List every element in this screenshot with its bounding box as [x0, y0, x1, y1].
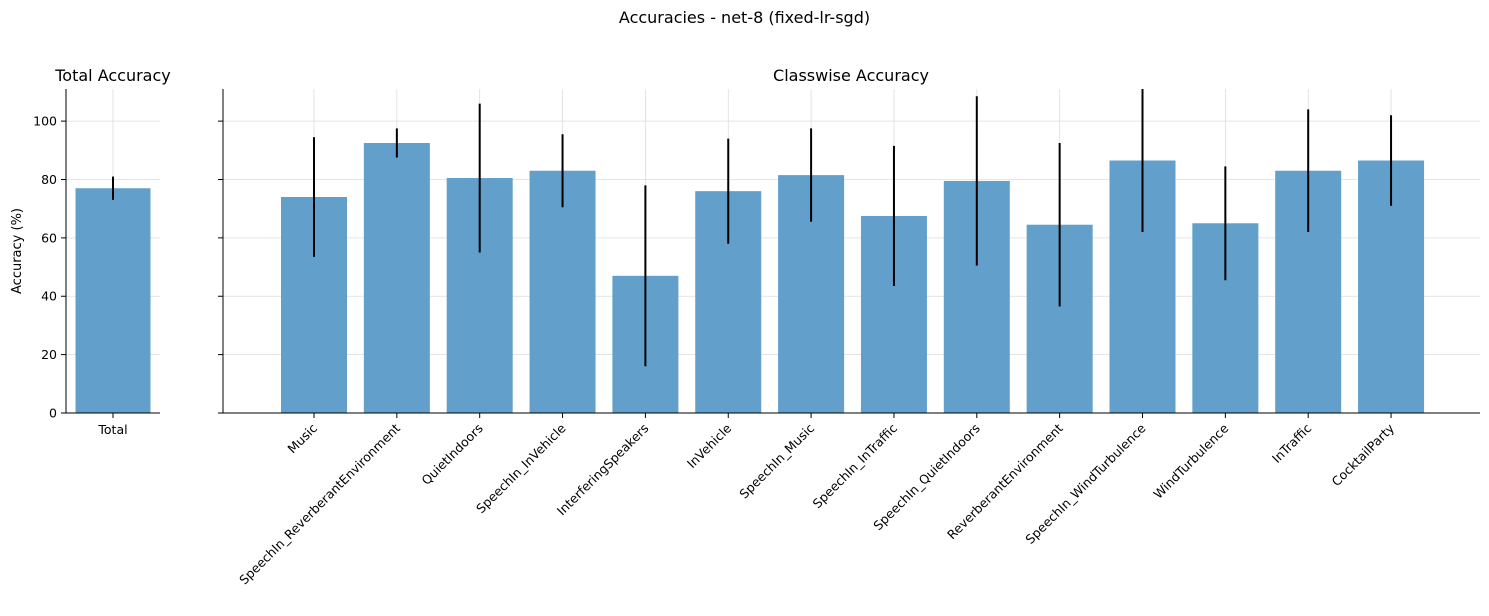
total-accuracy-bars: [75, 188, 151, 413]
classwise-bar-SpeechIn_ReverberantEnvironment: [363, 143, 430, 413]
classwise-xtick-label: QuietIndoors: [418, 421, 485, 488]
total-bar-Total: [75, 188, 151, 413]
classwise-xtick-label: SpeechIn_Music: [736, 420, 817, 501]
classwise-xtick-label: InTraffic: [1269, 420, 1314, 465]
classwise-xtick-label: SpeechIn_InVehicle: [473, 420, 569, 516]
classwise-xtick-label: Music: [284, 420, 320, 456]
classwise-accuracy-errorbars: [313, 89, 1393, 367]
classwise-xtick-label: WindTurbulence: [1150, 420, 1231, 501]
total-ytick-label: 0: [49, 406, 57, 421]
total-ytick-label: 80: [41, 172, 57, 187]
classwise-xtick-label: CocktailParty: [1329, 420, 1398, 489]
total-accuracy-xticks: Total: [97, 413, 128, 437]
classwise-accuracy-axes: Classwise Accuracy MusicSpeechIn_Reverbe…: [218, 66, 1480, 587]
classwise-accuracy-bars: [281, 143, 1425, 413]
classwise-bar-SpeechIn_InVehicle: [529, 170, 596, 413]
total-xtick-label: Total: [97, 422, 127, 437]
total-accuracy-yticks: 0 20 40 60 80 100: [33, 114, 66, 421]
total-accuracy-title: Total Accuracy: [54, 66, 171, 85]
total-accuracy-axes: Total Accuracy Accuracy (%) 0 20 40 60 80 100…: [10, 66, 171, 437]
classwise-xtick-label: SpeechIn_InTraffic: [810, 420, 901, 511]
classwise-accuracy-title: Classwise Accuracy: [773, 66, 929, 85]
classwise-xtick-label: InVehicle: [684, 420, 735, 471]
classwise-xtick-label: SpeechIn_ReverberantEnvironment: [236, 420, 403, 587]
classwise-accuracy-yticks: [218, 120, 223, 414]
total-ytick-label: 60: [41, 230, 57, 245]
total-ytick-label: 20: [41, 347, 57, 362]
classwise-xtick-label: InterferingSpeakers: [554, 421, 652, 519]
total-ytick-label: 40: [41, 289, 57, 304]
figure-suptitle: Accuracies - net-8 (fixed-lr-sgd): [619, 8, 870, 27]
total-accuracy-ylabel: Accuracy (%): [10, 208, 25, 294]
total-ytick-label: 100: [33, 114, 57, 129]
